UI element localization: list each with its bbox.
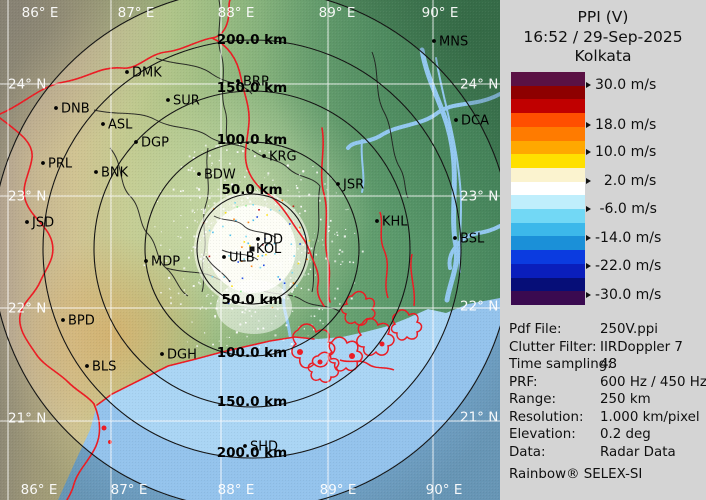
colorbar-band-16	[511, 291, 585, 305]
colorbar-tick-0: 30.0 m/s	[586, 77, 656, 93]
timestamp: 16:52 / 29-Sep-2025	[523, 27, 683, 46]
colorbar-band-3	[511, 113, 585, 127]
metadata-label: Time sampling:	[509, 357, 612, 372]
tick-arrow-icon	[586, 206, 591, 212]
metadata-row-7: Data: Radar Data	[509, 444, 704, 462]
metadata-row-5: Resolution: 1.000 km/pixel	[509, 409, 704, 427]
metadata-row-6: Elevation: 0.2 deg	[509, 426, 704, 444]
colorbar-band-2	[511, 99, 585, 114]
metadata-label: Range:	[509, 392, 556, 407]
tick-arrow-icon	[586, 292, 591, 298]
panel-title-block: PPI (V) 16:52 / 29-Sep-2025 Kolkata	[500, 0, 706, 67]
colorbar-band-6	[511, 154, 585, 168]
colorbar-tick-label: -6.0 m/s	[595, 201, 657, 217]
radar-map-canvas: 200.0 km150.0 km100.0 km50.0 km50.0 km10…	[0, 0, 513, 500]
info-panel: PPI (V) 16:52 / 29-Sep-2025 Kolkata Pdf …	[500, 0, 706, 500]
colorbar-tick-5: -14.0 m/s	[586, 230, 661, 246]
metadata-row-1: Clutter Filter: IIRDoppler 7	[509, 339, 704, 357]
colorbar-band-8	[511, 181, 585, 196]
colorbar-band-14	[511, 263, 585, 278]
metadata-value: 250V.ppi	[600, 322, 658, 337]
colorbar-band-9	[511, 195, 585, 210]
colorbar-tick-label: 10.0 m/s	[595, 144, 657, 160]
product-title: PPI (V)	[577, 8, 629, 26]
colorbar-tick-label: 30.0 m/s	[595, 77, 657, 93]
velocity-colorbar	[511, 72, 585, 305]
colorbar-band-13	[511, 250, 585, 264]
colorbar-tick-label: -14.0 m/s	[595, 230, 662, 246]
colorbar-band-15	[511, 277, 585, 292]
colorbar-band-0	[511, 72, 585, 86]
metadata-label: Pdf File:	[509, 322, 562, 337]
scan-metadata: Pdf File: 250V.ppi Clutter Filter: IIRDoppl…	[509, 321, 706, 462]
metadata-label: Resolution:	[509, 409, 584, 425]
tick-arrow-icon	[586, 263, 591, 269]
colorbar-tick-label: 18.0 m/s	[595, 117, 657, 133]
metadata-row-3: PRF: 600 Hz / 450 Hz	[509, 374, 706, 392]
metadata-label: Data:	[509, 444, 546, 460]
colorbar-band-11	[511, 222, 585, 237]
tick-arrow-icon	[586, 122, 591, 128]
metadata-label: Elevation:	[509, 427, 576, 442]
metadata-value: 250 km	[600, 392, 651, 407]
colorbar-tick-6: -22.0 m/s	[586, 258, 661, 274]
colorbar-tick-label: -30.0 m/s	[595, 287, 662, 303]
colorbar-tick-2: 10.0 m/s	[586, 144, 656, 160]
colorbar-tick-3: 2.0 m/s	[586, 173, 656, 189]
radar-map: 200.0 km150.0 km100.0 km50.0 km50.0 km10…	[0, 0, 513, 500]
radar-station-name: Kolkata	[574, 47, 632, 65]
colorbar-band-12	[511, 236, 585, 251]
colorbar-tick-label: 2.0 m/s	[595, 173, 657, 189]
colorbar-tick-7: -30.0 m/s	[586, 287, 661, 303]
metadata-value: 0.2 deg	[600, 427, 651, 442]
colorbar-tick-4: -6.0 m/s	[586, 201, 657, 217]
metadata-value: 48	[600, 357, 618, 372]
tick-arrow-icon	[586, 235, 591, 241]
colorbar-tick-label: -22.0 m/s	[595, 258, 662, 274]
colorbar-band-10	[511, 209, 585, 223]
metadata-value: Radar Data	[600, 444, 676, 460]
colorbar-tick-1: 18.0 m/s	[586, 117, 656, 133]
metadata-row-4: Range: 250 km	[509, 391, 704, 409]
metadata-value: IIRDoppler 7	[600, 339, 683, 355]
metadata-row-0: Pdf File: 250V.ppi	[509, 321, 704, 339]
colorbar-band-5	[511, 140, 585, 155]
tick-arrow-icon	[586, 178, 591, 184]
metadata-value: 600 Hz / 450 Hz	[600, 374, 706, 390]
metadata-label: Clutter Filter:	[509, 339, 597, 355]
software-brand: Rainbow® SELEX-SI	[509, 467, 643, 482]
metadata-value: 1.000 km/pixel	[600, 409, 700, 425]
tick-arrow-icon	[586, 82, 591, 88]
dither-texture	[0, 0, 500, 500]
metadata-label: PRF:	[509, 374, 538, 390]
tick-arrow-icon	[586, 149, 591, 155]
colorbar-band-4	[511, 126, 585, 141]
colorbar-band-7	[511, 167, 585, 182]
colorbar-band-1	[511, 85, 585, 100]
metadata-row-2: Time sampling:48	[509, 356, 704, 374]
